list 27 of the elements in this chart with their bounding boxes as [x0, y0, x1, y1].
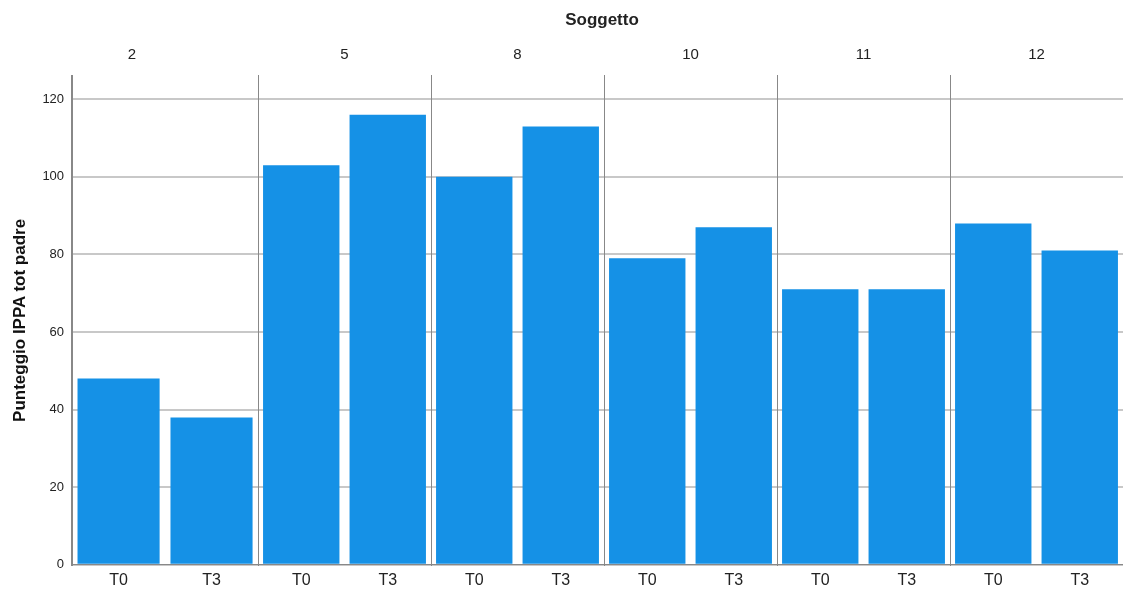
chart-title: 2: [127, 45, 137, 63]
y-tick-label: 120: [42, 90, 65, 106]
x-tick-label: T3: [724, 570, 744, 588]
x-tick-label: T3: [1070, 570, 1090, 588]
y-tick-label: 0: [56, 556, 65, 572]
x-tick-label: T3: [378, 570, 398, 588]
y-axis-title: Punteggio IPPA tot padre: [9, 218, 29, 422]
chart-title: 10: [682, 45, 699, 63]
x-tick-label: T3: [202, 570, 221, 588]
y-tick-label: 60: [49, 323, 65, 339]
text: Soggetto: [564, 10, 640, 30]
x-tick-label: T0: [109, 570, 128, 588]
x-tick-label: T0: [291, 570, 311, 588]
y-tick-label: 100: [42, 168, 65, 184]
chart-title: 5: [340, 45, 349, 63]
chart-title: 11: [855, 45, 872, 63]
y-tick-label: 20: [49, 478, 65, 494]
x-tick-label: T0: [464, 570, 484, 588]
x-tick-label: T0: [810, 570, 830, 588]
y-tick-label: 40: [49, 401, 65, 417]
y-tick-label: 80: [49, 246, 65, 262]
chart-title: 8: [513, 45, 522, 63]
chart-title: 12: [1028, 45, 1045, 63]
x-tick-label: T0: [637, 570, 657, 588]
x-tick-label: T3: [551, 570, 571, 588]
x-tick-label: T3: [897, 570, 917, 588]
x-tick-label: T0: [983, 570, 1003, 588]
